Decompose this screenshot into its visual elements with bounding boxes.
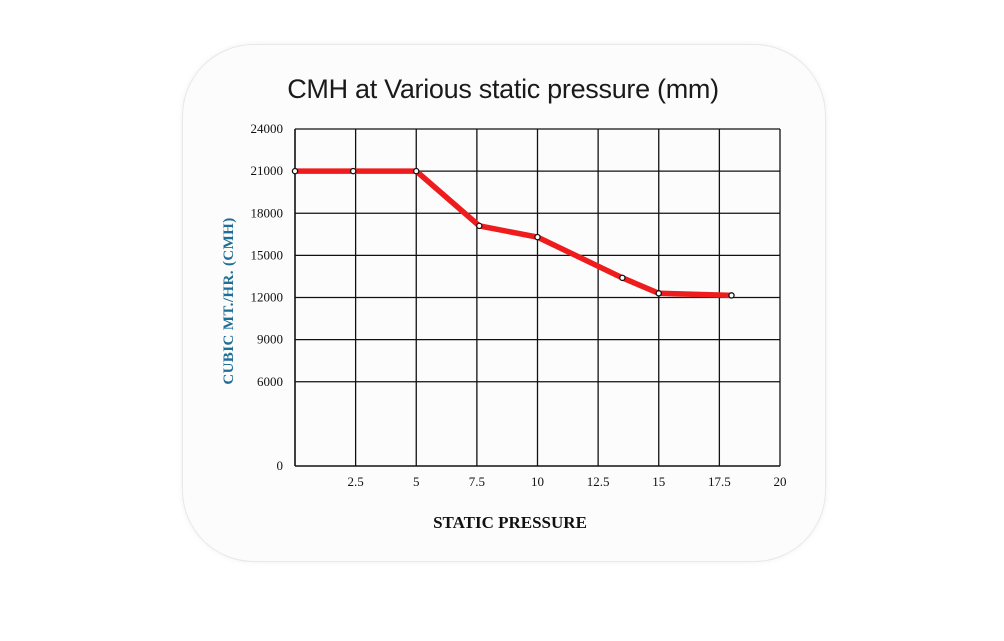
x-tick-label: 7.5 [469, 474, 485, 489]
y-tick-label: 21000 [251, 163, 284, 178]
data-point [291, 167, 299, 175]
x-tick-label: 2.5 [348, 474, 364, 489]
data-point [476, 222, 483, 230]
y-axis-ticks: 0 6000 9000 12000 15000 18000 21000 24000 [251, 121, 284, 473]
data-point [728, 292, 735, 299]
grid-lines [294, 128, 781, 467]
y-axis-title: CUBIC MT./HR. (CMH) [221, 217, 237, 384]
x-tick-label: 12.5 [587, 474, 610, 489]
chart-card [182, 44, 826, 562]
data-point [619, 274, 626, 282]
data-point [655, 290, 663, 297]
series-layer [291, 167, 735, 299]
x-axis-title: STATIC PRESSURE [433, 513, 587, 532]
x-axis-ticks: 2.5 5 7.5 10 12.5 15 17.5 20 [348, 474, 787, 489]
y-tick-label: 24000 [251, 121, 284, 136]
data-point [534, 233, 541, 241]
y-tick-label: 9000 [257, 332, 283, 347]
y-tick-label: 0 [277, 458, 284, 473]
data-point [349, 167, 357, 175]
x-tick-label: 5 [413, 474, 420, 489]
series-line [292, 168, 735, 299]
x-tick-label: 20 [774, 474, 787, 489]
x-tick-label: 15 [652, 474, 665, 489]
chart-title: CMH at Various static pressure (mm) [287, 74, 719, 104]
y-tick-label: 15000 [251, 247, 284, 262]
x-tick-label: 10 [531, 474, 544, 489]
data-point [412, 167, 420, 175]
y-tick-label: 12000 [251, 290, 284, 305]
y-tick-label: 6000 [257, 374, 283, 389]
x-tick-label: 17.5 [708, 474, 731, 489]
y-tick-label: 18000 [251, 205, 284, 220]
